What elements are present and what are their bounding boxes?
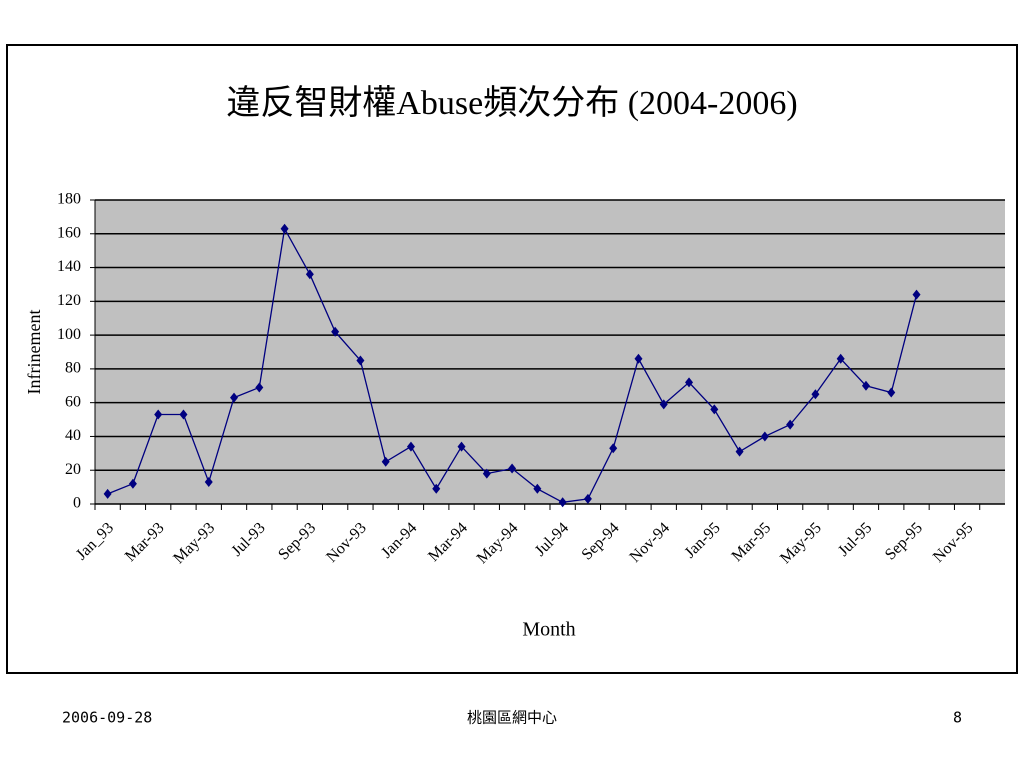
data-point xyxy=(255,382,264,393)
data-point xyxy=(305,269,314,280)
page-number: 8 xyxy=(953,709,962,727)
data-point xyxy=(128,478,137,489)
data-point xyxy=(685,377,694,388)
data-point xyxy=(381,456,390,467)
y-tick-label: 140 xyxy=(57,258,81,275)
data-point xyxy=(811,389,820,400)
data-point xyxy=(331,326,340,337)
data-point xyxy=(482,468,491,479)
data-point xyxy=(887,387,896,398)
data-point xyxy=(861,380,870,391)
y-tick-label: 60 xyxy=(65,393,81,410)
data-point xyxy=(583,493,592,504)
data-point xyxy=(406,441,415,452)
x-axis-label: Month xyxy=(522,619,575,641)
data-point xyxy=(735,446,744,457)
data-point xyxy=(356,355,365,366)
y-tick-label: 100 xyxy=(57,326,81,343)
data-point xyxy=(609,443,618,454)
plot-area xyxy=(95,200,1005,504)
data-point xyxy=(634,353,643,364)
data-point xyxy=(230,392,239,403)
data-point xyxy=(533,483,542,494)
data-point xyxy=(659,399,668,410)
data-point xyxy=(508,463,517,474)
data-point xyxy=(710,404,719,415)
data-point xyxy=(179,409,188,420)
data-point xyxy=(558,497,567,508)
data-point xyxy=(760,431,769,442)
data-point xyxy=(457,441,466,452)
data-point xyxy=(103,488,112,499)
y-tick-label: 80 xyxy=(65,360,81,377)
data-point xyxy=(836,353,845,364)
data-point xyxy=(912,289,921,300)
y-axis-label: Infrinement xyxy=(24,310,44,395)
chart-title: 違反智財權Abuse頻次分布 (2004-2006) xyxy=(226,84,797,122)
footer-center: 桃園區網中心 xyxy=(467,709,557,727)
y-tick-label: 160 xyxy=(57,224,81,241)
data-point xyxy=(154,409,163,420)
y-tick-label: 0 xyxy=(73,495,81,512)
data-point xyxy=(786,419,795,430)
footer-date: 2006-09-28 xyxy=(62,709,152,727)
y-tick-label: 20 xyxy=(65,461,81,478)
data-point xyxy=(280,223,289,234)
y-tick-label: 180 xyxy=(57,191,81,208)
y-tick-label: 120 xyxy=(57,292,81,309)
y-tick-label: 40 xyxy=(65,427,81,444)
data-point xyxy=(204,477,213,488)
data-point xyxy=(432,483,441,494)
